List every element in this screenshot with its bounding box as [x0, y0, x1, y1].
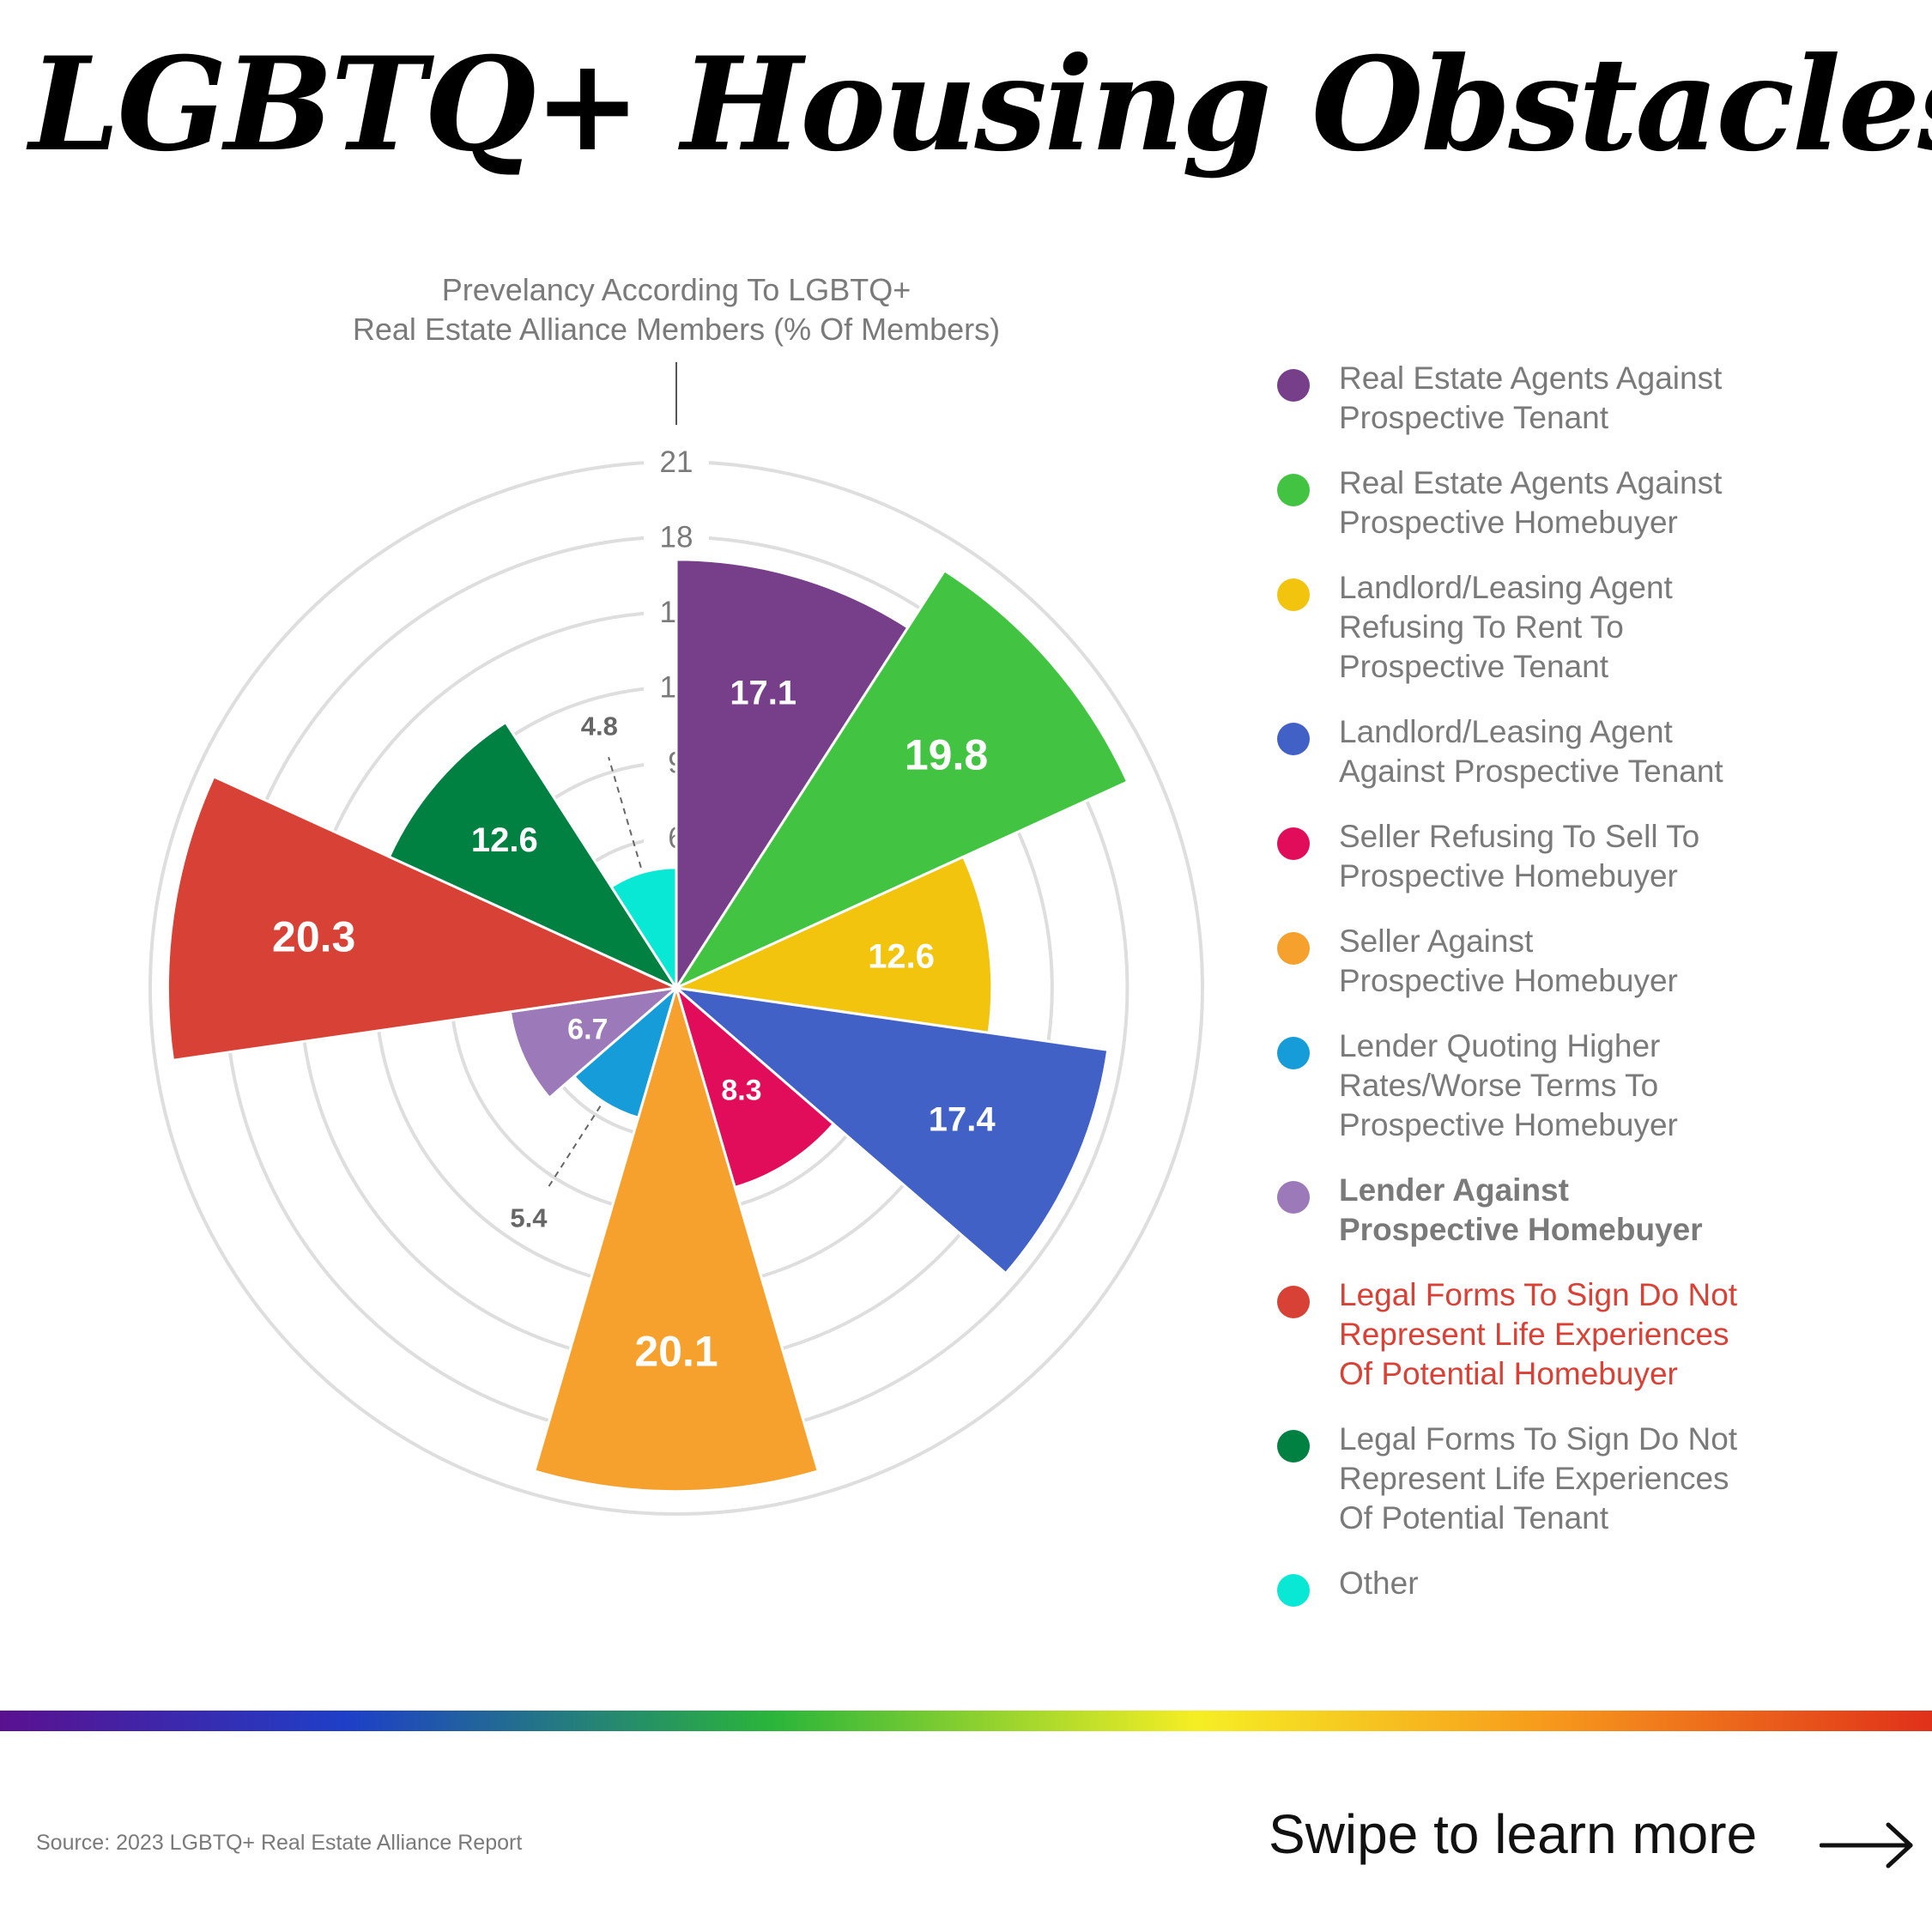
value-label: 8.3 [721, 1074, 761, 1106]
legend-swatch [1277, 1286, 1310, 1318]
legend-label-line: Represent Life Experiences [1339, 1461, 1729, 1496]
tick-label: 21 [660, 445, 693, 479]
legend-label: Seller Refusing To Sell To Prospective Ho… [1339, 817, 1854, 896]
callout-line [545, 1105, 602, 1191]
legend-swatch [1277, 1037, 1310, 1069]
legend-label-line: Legal Forms To Sign Do Not [1339, 1421, 1738, 1457]
legend-label-line: Lender Against [1339, 1172, 1569, 1208]
bar-wedge [572, 984, 679, 1120]
legend-label-line: Prospective Homebuyer [1339, 858, 1678, 893]
chart-title-line: Real Estate Alliance Members (% Of Membe… [353, 312, 1000, 347]
legend-label-line: Prospective Tenant [1339, 649, 1609, 684]
value-label: 12.6 [471, 821, 538, 859]
chart-labels: 17.1 19.8 12.6 17.4 8.3 20.1 5.4 6.7 20.3 12.6 4.8 [272, 675, 996, 1376]
tick-label-bg [644, 443, 709, 481]
value-label: 20.1 [634, 1327, 718, 1375]
value-label: 20.3 [272, 912, 355, 960]
legend-label: Lender Quoting Higher Rates/Worse Terms T… [1339, 1027, 1854, 1145]
legend-label-line: Against Prospective Tenant [1339, 754, 1723, 789]
value-label: 6.7 [567, 1013, 608, 1045]
legend-label-line: Prospective Homebuyer [1339, 505, 1678, 540]
bar-wedge [674, 984, 836, 1190]
legend-swatch [1277, 474, 1310, 506]
legend-label-line: Legal Forms To Sign Do Not [1339, 1277, 1738, 1312]
legend-label-line: Prospective Homebuyer [1339, 963, 1678, 998]
legend-swatch [1277, 369, 1310, 402]
legend-swatch [1277, 932, 1310, 965]
legend-label-line: Real Estate Agents Against [1339, 465, 1723, 500]
legend-label: Legal Forms To Sign Do Not Represent Life… [1339, 1420, 1854, 1538]
legend-swatch [1277, 1574, 1310, 1607]
legend-label-line: Prospective Tenant [1339, 400, 1609, 435]
legend-label-line: Refusing To Rent To [1339, 609, 1624, 645]
bar-wedge [532, 983, 821, 1493]
value-label: 17.1 [730, 675, 796, 712]
legend-label-line: Landlord/Leasing Agent [1339, 570, 1673, 605]
value-label: 17.4 [929, 1100, 996, 1138]
legend-label-line: Rates/Worse Terms To [1339, 1068, 1659, 1103]
bar-wedge [672, 985, 1110, 1275]
legend-label-line: Represent Life Experiences [1339, 1317, 1729, 1352]
rainbow-divider [0, 1711, 1932, 1731]
legend-label: Other [1339, 1564, 1854, 1603]
legend-label-line: Lender Quoting Higher [1339, 1028, 1661, 1063]
callout-line [608, 756, 642, 869]
chart-title-line: Prevelancy According To LGBTQ+ [442, 272, 911, 307]
legend-label-line: Other [1339, 1566, 1419, 1601]
bar-wedge [508, 985, 681, 1100]
polar-bar-chart: Prevelancy According To LGBTQ+ Real Estat… [148, 272, 1204, 1516]
legend-label-line: Real Estate Agents Against [1339, 360, 1723, 396]
legend-label: Legal Forms To Sign Do Not Represent Life… [1339, 1275, 1854, 1394]
legend-label: Landlord/Leasing Agent Against Prospectiv… [1339, 712, 1854, 791]
value-label-outside: 4.8 [581, 712, 618, 742]
value-label-outside: 5.4 [510, 1203, 548, 1233]
value-label: 19.8 [905, 730, 988, 778]
bar-wedge [671, 855, 994, 1035]
legend-label: Real Estate Agents Against Prospective Te… [1339, 359, 1854, 438]
legend-label-line: Of Potential Homebuyer [1339, 1356, 1678, 1391]
legend-swatch [1277, 723, 1310, 755]
legend-label-line: Of Potential Tenant [1339, 1500, 1609, 1535]
source-note: Source: 2023 LGBTQ+ Real Estate Alliance… [36, 1831, 523, 1855]
legend-label: Landlord/Leasing Agent Refusing To Rent T… [1339, 568, 1854, 687]
bar-wedge [387, 720, 681, 991]
legend-label: Lender Against Prospective Homebuyer [1339, 1171, 1854, 1250]
legend-label-line: Landlord/Leasing Agent [1339, 714, 1673, 749]
legend-label-line: Prospective Homebuyer [1339, 1212, 1703, 1247]
bar-wedge [609, 866, 678, 993]
value-label: 12.6 [868, 938, 935, 976]
arrow-right-icon[interactable] [1820, 1821, 1916, 1869]
legend-label: Real Estate Agents Against Prospective Ho… [1339, 463, 1854, 542]
legend-label-line: Seller Refusing To Sell To [1339, 819, 1700, 854]
bar-wedge [166, 774, 681, 1063]
legend-label-line: Prospective Homebuyer [1339, 1107, 1678, 1142]
tick-label-bg [644, 518, 709, 556]
tick-label: 18 [660, 521, 693, 554]
legend-swatch [1277, 827, 1310, 860]
swipe-prompt[interactable]: Swipe to learn more [1269, 1803, 1758, 1865]
legend-swatch [1277, 1430, 1310, 1463]
legend-label-line: Seller Against [1339, 924, 1534, 959]
legend-swatch [1277, 578, 1310, 611]
bar-wedge [675, 558, 910, 993]
chart-bars [166, 558, 1130, 1493]
legend-label: Seller Against Prospective Homebuyer [1339, 922, 1854, 1001]
bar-wedge [672, 568, 1130, 991]
page-title: LGBTQ+ Housing Obstacles [29, 29, 1932, 180]
legend-swatch [1277, 1181, 1310, 1214]
